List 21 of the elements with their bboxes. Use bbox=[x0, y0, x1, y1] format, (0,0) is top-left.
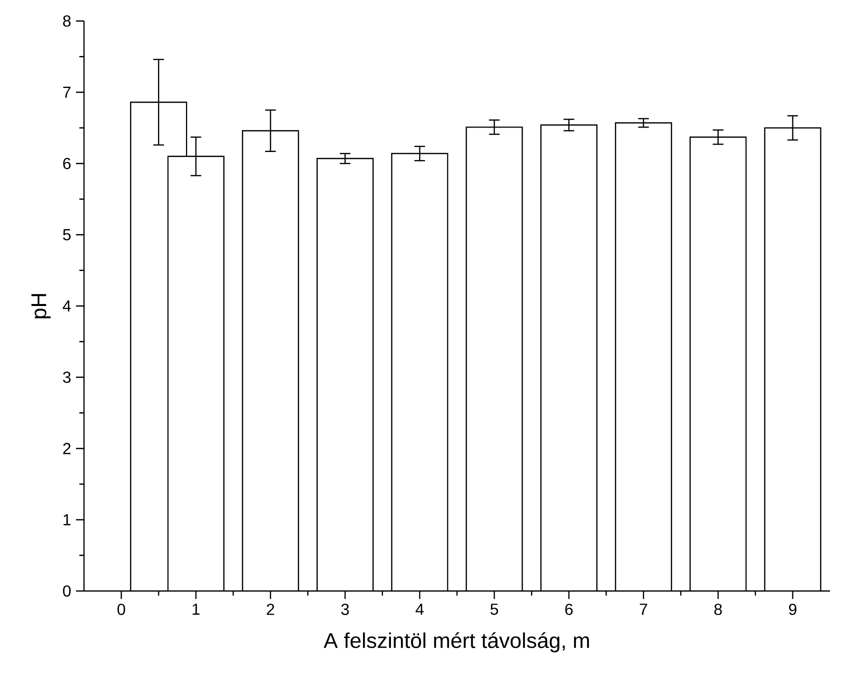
x-tick-label: 1 bbox=[192, 604, 200, 615]
y-tick-label: 6 bbox=[63, 158, 71, 170]
x-tick-label: 4 bbox=[416, 604, 424, 615]
y-tick-label: 7 bbox=[63, 86, 70, 98]
y-tick-label: 5 bbox=[63, 229, 71, 240]
x-tick-label: 0 bbox=[117, 604, 126, 616]
y-tick-label: 2 bbox=[63, 442, 70, 454]
x-tick-label: 2 bbox=[266, 604, 274, 615]
y-axis-title: pH bbox=[31, 294, 51, 318]
x-axis-title: A felszintöl mért távolság, m bbox=[324, 632, 589, 652]
x-tick-label: 8 bbox=[714, 604, 722, 616]
y-tick-label: 4 bbox=[62, 300, 71, 312]
x-tick-label: 6 bbox=[565, 604, 573, 616]
x-tick-label: 7 bbox=[640, 604, 648, 615]
y-tick-label: 0 bbox=[63, 585, 71, 597]
x-tick-label: 5 bbox=[490, 604, 498, 615]
y-tick-label: 1 bbox=[64, 514, 71, 526]
x-tick-label: 9 bbox=[789, 604, 796, 616]
x-tick-label: 3 bbox=[341, 604, 349, 616]
y-tick-label: 8 bbox=[63, 15, 71, 27]
y-tick-label: 3 bbox=[63, 372, 71, 383]
